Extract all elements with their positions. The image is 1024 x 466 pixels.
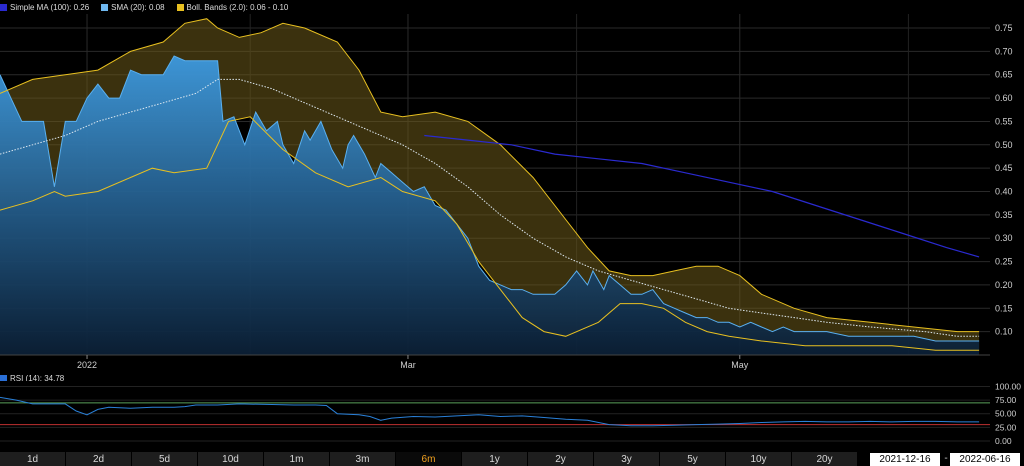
range-button-6m[interactable]: 6m [396,452,462,466]
range-button-10d[interactable]: 10d [198,452,264,466]
chart-legend: Simple MA (100): 0.26 SMA (20): 0.08 Bol… [0,0,288,14]
y-tick-label: 0.10 [995,327,1013,337]
legend-label-sma20: SMA (20): 0.08 [111,2,165,12]
price-chart[interactable]: 0.10 0.15 0.20 0.25 0.30 0.35 0.40 0.45 0.50 0.55… [0,0,1024,370]
ma100-line [424,134,980,258]
range-button-3y[interactable]: 3y [594,452,660,466]
legend-swatch-sma20 [101,3,109,11]
y-axis: 0.10 0.15 0.20 0.25 0.30 0.35 0.40 0.45 0.50 0.55… [995,23,1013,337]
rsi-y-tick-label: 50.00 [995,409,1017,419]
range-button-5y[interactable]: 5y [660,452,726,466]
y-tick-label: 0.60 [995,93,1013,103]
range-button-20y[interactable]: 20y [792,452,858,466]
rsi-line [0,396,980,427]
x-tick-label: Mar [400,360,416,370]
rsi-y-tick-label: 0.00 [995,436,1012,446]
legend-item-simple-ma[interactable]: Simple MA (100): 0.26 [0,3,89,12]
legend-swatch-simple-ma [0,3,7,11]
sma20-line [0,78,980,337]
y-tick-label: 0.55 [995,116,1013,126]
y-tick-label: 0.35 [995,210,1013,220]
time-range-bar: 1d 2d 5d 10d 1m 3m 6m 1y 2y 3y 5y 10y 20y 2021-12-16-… [0,452,1024,466]
range-button-1y[interactable]: 1y [462,452,528,466]
date-range-separator: - [944,453,948,464]
y-tick-label: 0.70 [995,46,1013,56]
y-tick-label: 0.20 [995,280,1013,290]
end-date-field[interactable]: 2022-06-16 [950,453,1020,466]
bollinger-lower-line [0,116,980,351]
bollinger-upper-line [0,18,980,333]
rsi-y-tick-label: 75.00 [995,395,1017,405]
y-tick-label: 0.15 [995,303,1013,313]
rsi-legend[interactable]: RSI (14): 34.78 [0,372,64,384]
rsi-y-tick-label: 100.00 [995,381,1021,391]
price-area [0,56,980,355]
rsi-plot-area [0,381,990,441]
y-tick-label: 0.45 [995,163,1013,173]
legend-label-rsi: RSI (14): 34.78 [10,373,65,383]
range-button-10y[interactable]: 10y [726,452,792,466]
rsi-y-tick-label: 25.00 [995,422,1017,432]
legend-item-bollinger[interactable]: Boll. Bands (2.0): 0.06 - 0.10 [176,2,289,12]
legend-item-sma20[interactable]: SMA (20): 0.08 [101,2,165,12]
range-button-1d[interactable]: 1d [0,452,66,466]
legend-label-simple-ma: Simple MA (100): 0.26 [10,2,90,12]
start-date-field[interactable]: 2021-12-16 [870,453,940,466]
range-button-5d[interactable]: 5d [132,452,198,466]
y-tick-label: 0.65 [995,70,1013,80]
y-tick-label: 0.30 [995,233,1013,243]
y-tick-label: 0.75 [995,23,1013,33]
range-button-1m[interactable]: 1m [264,452,330,466]
y-tick-label: 0.40 [995,187,1013,197]
x-tick-label: 2022 [77,360,97,370]
range-button-2y[interactable]: 2y [528,452,594,466]
y-tick-label: 0.50 [995,140,1013,150]
x-axis: 2022 Mar May [77,355,749,370]
legend-swatch-rsi [0,374,7,382]
bollinger-band-fill [0,18,980,351]
range-button-2d[interactable]: 2d [66,452,132,466]
legend-swatch-bollinger [176,3,184,11]
price-line [0,55,980,342]
legend-label-bollinger: Boll. Bands (2.0): 0.06 - 0.10 [186,2,289,12]
x-tick-label: May [731,360,749,370]
range-button-3m[interactable]: 3m [330,452,396,466]
y-tick-label: 0.25 [995,257,1013,267]
rsi-chart[interactable]: 0.00 25.00 50.00 75.00 100.00 [0,381,1024,447]
